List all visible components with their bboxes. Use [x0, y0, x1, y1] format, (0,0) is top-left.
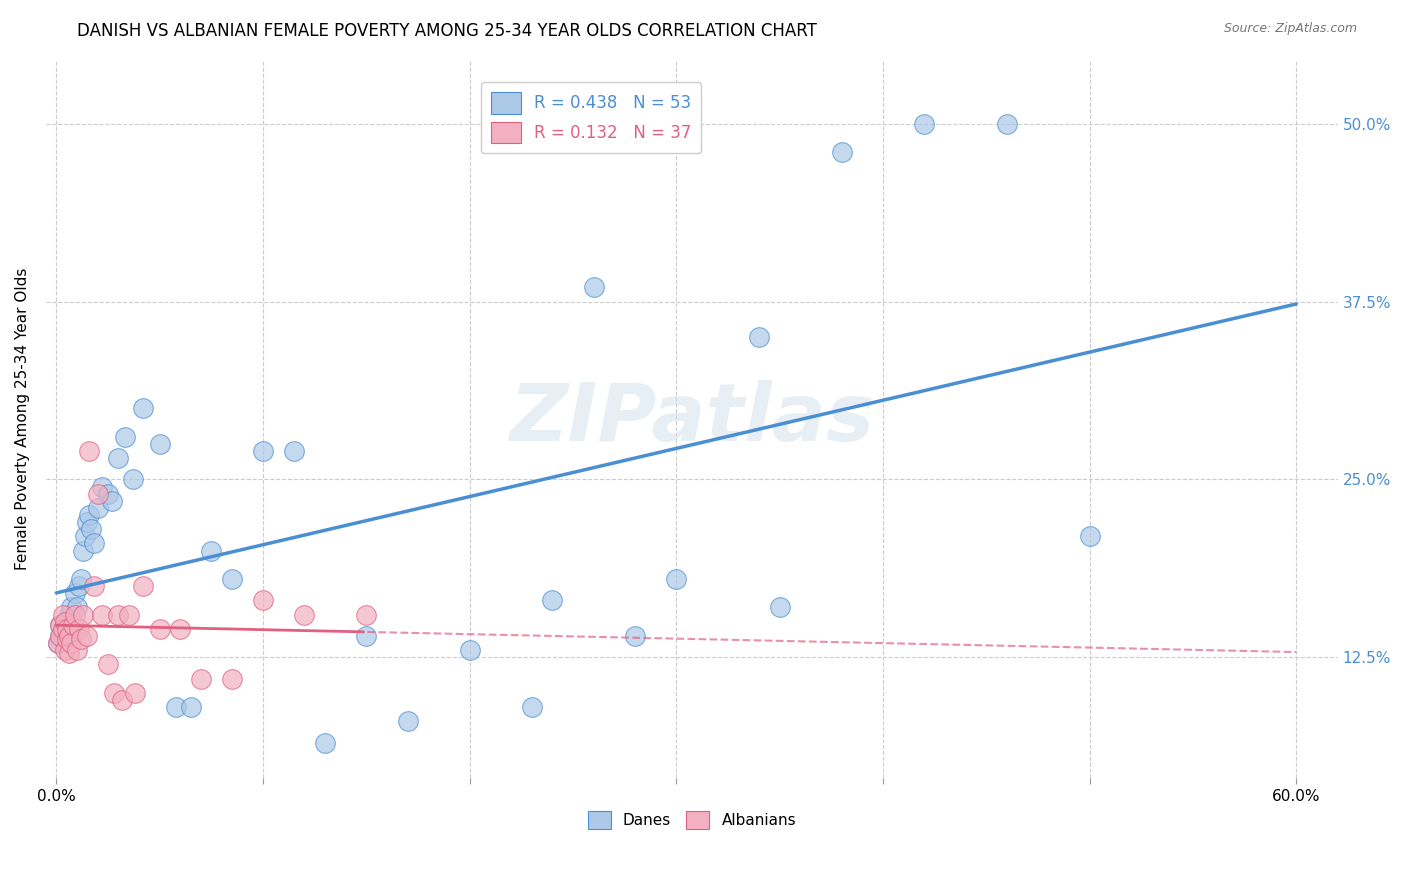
Point: [86, 500, 108, 515]
Point: [356, 629, 378, 643]
Point: [314, 736, 336, 750]
Point: [149, 622, 172, 636]
Point: [101, 493, 124, 508]
Point: [97, 486, 120, 500]
Point: [67, 622, 90, 636]
Point: [66, 643, 89, 657]
Point: [165, 700, 187, 714]
Point: [292, 607, 315, 622]
Point: [83, 579, 105, 593]
Point: [624, 629, 647, 643]
Point: [97, 657, 120, 672]
Point: [63, 586, 86, 600]
Point: [58, 629, 80, 643]
Point: [83, 536, 105, 550]
Point: [252, 593, 274, 607]
Point: [58, 607, 80, 622]
Point: [283, 444, 305, 458]
Point: [79, 444, 101, 458]
Point: [75, 529, 97, 543]
Point: [63, 607, 86, 622]
Point: [48, 636, 70, 650]
Point: [67, 579, 90, 593]
Point: [107, 607, 129, 622]
Point: [53, 622, 76, 636]
Point: [107, 451, 129, 466]
Point: [70, 632, 93, 646]
Point: [59, 636, 82, 650]
Text: Source: ZipAtlas.com: Source: ZipAtlas.com: [1223, 22, 1357, 36]
Point: [53, 615, 76, 629]
Point: [76, 515, 98, 529]
Point: [51, 629, 73, 643]
Text: ZIPatlas: ZIPatlas: [509, 380, 875, 458]
Point: [995, 117, 1018, 131]
Point: [51, 622, 73, 636]
Text: DANISH VS ALBANIAN FEMALE POVERTY AMONG 25-34 YEAR OLDS CORRELATION CHART: DANISH VS ALBANIAN FEMALE POVERTY AMONG …: [77, 22, 817, 40]
Point: [48, 636, 70, 650]
Point: [62, 617, 84, 632]
Point: [70, 572, 93, 586]
Point: [1078, 529, 1101, 543]
Point: [582, 280, 605, 294]
Point: [132, 579, 155, 593]
Point: [831, 145, 853, 160]
Point: [49, 629, 72, 643]
Point: [55, 632, 77, 646]
Point: [55, 632, 77, 646]
Point: [86, 486, 108, 500]
Point: [169, 622, 191, 636]
Point: [114, 430, 136, 444]
Point: [190, 672, 212, 686]
Point: [51, 607, 73, 622]
Point: [221, 672, 243, 686]
Point: [49, 629, 72, 643]
Point: [124, 686, 146, 700]
Point: [55, 622, 77, 636]
Point: [58, 646, 80, 660]
Point: [80, 522, 103, 536]
Point: [62, 615, 84, 629]
Point: [912, 117, 935, 131]
Point: [49, 617, 72, 632]
Point: [180, 700, 202, 714]
Point: [200, 543, 222, 558]
Point: [79, 508, 101, 522]
Y-axis label: Female Poverty Among 25-34 Year Olds: Female Poverty Among 25-34 Year Olds: [15, 268, 30, 570]
Point: [458, 643, 481, 657]
Point: [90, 479, 112, 493]
Point: [748, 330, 770, 344]
Point: [66, 600, 89, 615]
Point: [111, 693, 134, 707]
Point: [356, 607, 378, 622]
Point: [53, 643, 76, 657]
Point: [221, 572, 243, 586]
Point: [252, 444, 274, 458]
Point: [121, 472, 143, 486]
Point: [149, 437, 172, 451]
Point: [58, 624, 80, 638]
Point: [103, 686, 125, 700]
Point: [132, 401, 155, 416]
Legend: Danes, Albanians: Danes, Albanians: [582, 805, 803, 835]
Point: [665, 572, 688, 586]
Point: [59, 600, 82, 615]
Point: [541, 593, 564, 607]
Point: [53, 626, 76, 640]
Point: [520, 700, 543, 714]
Point: [72, 607, 94, 622]
Point: [396, 714, 419, 729]
Point: [90, 607, 112, 622]
Point: [117, 607, 139, 622]
Point: [55, 615, 77, 629]
Point: [769, 600, 792, 615]
Point: [49, 617, 72, 632]
Point: [72, 543, 94, 558]
Point: [51, 624, 73, 639]
Point: [76, 629, 98, 643]
